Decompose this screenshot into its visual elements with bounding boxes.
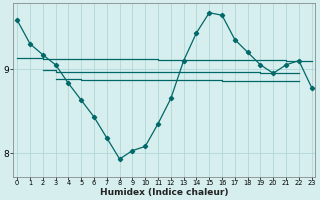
X-axis label: Humidex (Indice chaleur): Humidex (Indice chaleur) <box>100 188 229 197</box>
